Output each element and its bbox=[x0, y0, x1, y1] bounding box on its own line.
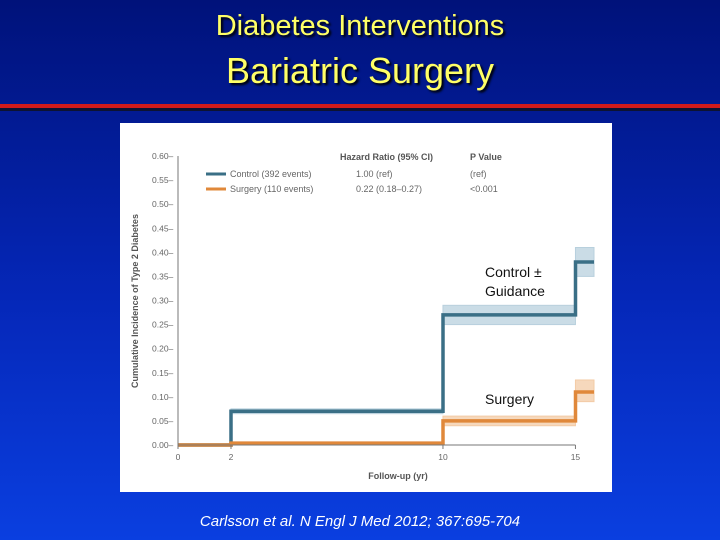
cumulative-incidence-chart: 0.00– 0.05– 0.10– 0.15– 0.20– 0.25– 0.30– 0.35–… bbox=[130, 151, 595, 481]
legend-p-surgery: <0.001 bbox=[470, 184, 498, 194]
legend-hr-control: 1.00 (ref) bbox=[356, 169, 393, 179]
y-tick-label: 0.60– bbox=[152, 151, 174, 161]
legend-header-p: P Value bbox=[470, 152, 502, 162]
y-tick-label: 0.45– bbox=[152, 223, 174, 233]
legend-label-surgery: Surgery (110 events) bbox=[230, 184, 313, 194]
legend-hr-surgery: 0.22 (0.18–0.27) bbox=[356, 184, 422, 194]
y-tick-label: 0.15– bbox=[152, 368, 174, 378]
x-tick-label: 15 bbox=[571, 452, 581, 462]
y-tick-label: 0.05– bbox=[152, 416, 174, 426]
legend: Hazard Ratio (95% CI) P Value Control (3… bbox=[206, 152, 502, 194]
legend-header-hazard: Hazard Ratio (95% CI) bbox=[340, 152, 433, 162]
chart-panel: 0.00– 0.05– 0.10– 0.15– 0.20– 0.25– 0.30– 0.35–… bbox=[120, 123, 612, 492]
y-tick-label: 0.10– bbox=[152, 392, 174, 402]
y-tick-label: 0.35– bbox=[152, 271, 174, 281]
y-tick-label: 0.40– bbox=[152, 247, 174, 257]
legend-p-control: (ref) bbox=[470, 169, 487, 179]
y-tick-label: 0.00– bbox=[152, 440, 174, 450]
series-line-control bbox=[178, 260, 594, 447]
title-divider-shadow bbox=[0, 108, 720, 111]
annotations: Control ± Guidance Surgery bbox=[485, 264, 545, 407]
y-tick-label: 0.20– bbox=[152, 344, 174, 354]
title-divider-red bbox=[0, 104, 720, 108]
y-tick-label: 0.30– bbox=[152, 296, 174, 306]
x-tick-label: 0 bbox=[176, 452, 181, 462]
x-tick-label: 10 bbox=[438, 452, 448, 462]
annotation-surgery: Surgery bbox=[485, 391, 534, 407]
slide-subtitle: Bariatric Surgery bbox=[225, 50, 495, 91]
axes bbox=[177, 156, 576, 449]
tick-labels: 0.00– 0.05– 0.10– 0.15– 0.20– 0.25– 0.30– 0.35–… bbox=[152, 151, 580, 462]
y-tick-label: 0.55– bbox=[152, 175, 174, 185]
x-tick-label: 2 bbox=[229, 452, 234, 462]
citation: Carlsson et al. N Engl J Med 2012; 367:6… bbox=[199, 513, 521, 530]
annotation-control-line2: Guidance bbox=[485, 283, 545, 299]
annotation-control-line1: Control ± bbox=[485, 264, 542, 280]
x-axis-label: Follow-up (yr) bbox=[368, 471, 428, 481]
slide-title: Diabetes Interventions bbox=[215, 10, 505, 42]
y-tick-label: 0.25– bbox=[152, 320, 174, 330]
legend-label-control: Control (392 events) bbox=[230, 169, 312, 179]
y-axis-label: Cumulative Incidence of Type 2 Diabetes bbox=[130, 214, 140, 388]
y-tick-label: 0.50– bbox=[152, 199, 174, 209]
